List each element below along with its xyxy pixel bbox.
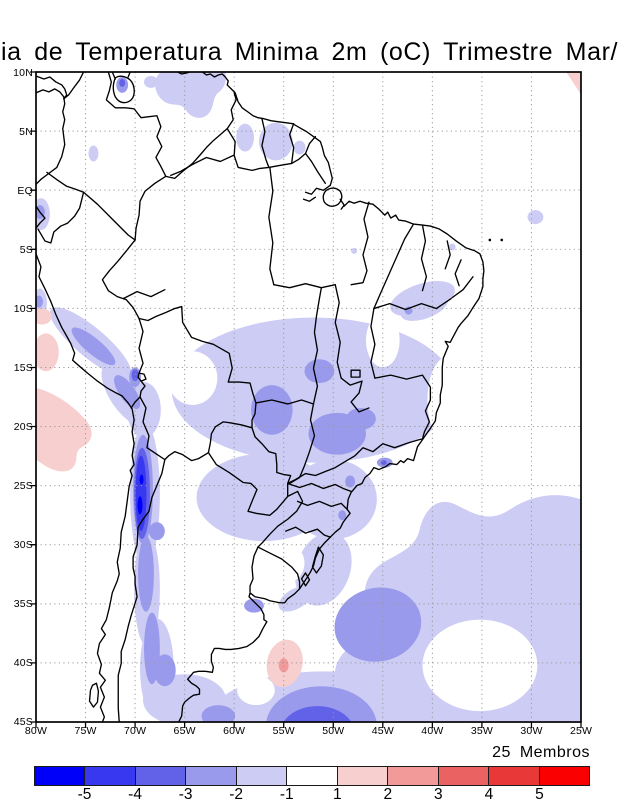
country-borders <box>37 72 317 723</box>
colorbar-label--3: -3 <box>178 786 193 803</box>
lon-label-60W: 60W <box>223 725 246 737</box>
lat-label-35S: 35S <box>13 598 33 611</box>
shading-white-pockets <box>167 313 538 712</box>
lon-label-65W: 65W <box>173 725 196 737</box>
colorbar-segment-0 <box>35 767 85 785</box>
lon-label-75W: 75W <box>74 725 97 737</box>
colorbar-segment-7 <box>387 767 438 785</box>
lon-label-30W: 30W <box>520 725 543 737</box>
lat-label-20S: 20S <box>13 421 33 434</box>
lon-label-50W: 50W <box>322 725 345 737</box>
colorbar-label--2: -2 <box>229 786 244 803</box>
colorbar-label--4: -4 <box>128 786 142 803</box>
colorbar-label--1: -1 <box>279 786 294 803</box>
lat-label-45S: 45S <box>13 716 33 729</box>
colorbar-label--5: -5 <box>77 786 92 803</box>
state-borders <box>122 152 474 538</box>
colorbar-label-1: 1 <box>332 786 342 803</box>
lat-label-25S: 25S <box>13 480 33 493</box>
lon-label-80W: 80W <box>24 725 48 737</box>
colorbar-segment-1 <box>84 767 135 785</box>
grid-lines <box>36 72 581 723</box>
shading-deepest-blue <box>137 474 144 515</box>
chart-title: ia de Temperatura Minima 2m (oC) Trimest… <box>1 38 618 66</box>
colorbar-segment-10 <box>538 767 589 785</box>
lon-label-40W: 40W <box>421 725 444 737</box>
shading-medium-blue <box>36 76 422 723</box>
lat-label-10N: 10N <box>13 66 33 79</box>
map-frame <box>35 71 582 723</box>
colorbar-label-3: 3 <box>434 786 443 803</box>
colorbar-label-4: 4 <box>484 786 494 803</box>
colorbar-label-2: 2 <box>383 786 393 803</box>
lon-label-70W: 70W <box>123 725 147 737</box>
colorbar-segment-3 <box>185 767 236 785</box>
lat-label-40S: 40S <box>13 657 33 670</box>
lat-label-30S: 30S <box>13 539 33 552</box>
ensemble-members-label: 25 Membros <box>492 744 590 761</box>
colorbar-segment-6 <box>336 767 388 785</box>
shading-pink <box>36 72 581 687</box>
lon-label-55W: 55W <box>272 725 295 737</box>
colorbar-segment-4 <box>235 767 287 785</box>
lon-label-45W: 45W <box>371 725 394 737</box>
colorbar-segment-5 <box>286 767 337 785</box>
lat-label-10S: 10S <box>13 302 33 315</box>
shading-strong-blue <box>135 455 147 532</box>
colorbar-segment-8 <box>437 767 489 785</box>
lon-label-35W: 35W <box>470 725 494 737</box>
lat-label-EQ: EQ <box>17 184 33 197</box>
colorbar-segment-2 <box>134 767 186 785</box>
lat-label-5S: 5S <box>19 243 33 256</box>
colorbar-segment-9 <box>488 767 539 785</box>
lon-label-25W: 25W <box>569 725 593 737</box>
lat-label-5N: 5N <box>19 125 33 138</box>
lat-label-15S: 15S <box>13 361 33 374</box>
axis-ticks <box>30 71 582 728</box>
colorbar-label-5: 5 <box>535 786 544 803</box>
colorbar <box>34 766 590 786</box>
